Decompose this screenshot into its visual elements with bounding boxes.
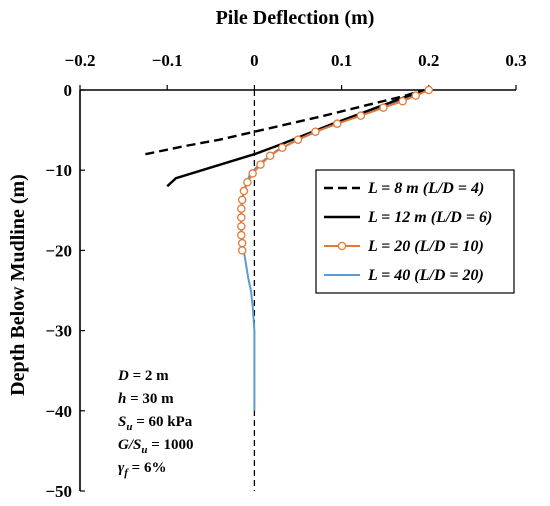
series-point-3 bbox=[265, 151, 275, 161]
series-point-3 bbox=[237, 195, 247, 205]
series-point-3 bbox=[411, 91, 420, 100]
series-point-3 bbox=[379, 103, 388, 112]
annotation-line: h = 30 m bbox=[118, 391, 174, 407]
x-tick-label: −0.1 bbox=[152, 51, 183, 70]
series-point-3 bbox=[237, 238, 247, 248]
parameter-annotation: D = 2 m h = 30 m Su = 60 kPa G/Su = 1000 γf … bbox=[117, 368, 194, 479]
y-tick-label: 0 bbox=[64, 81, 73, 100]
series-point-3 bbox=[356, 111, 366, 120]
x-axis-title: Pile Deflection (m) bbox=[216, 7, 375, 29]
legend-label: L = 12 m (L/D = 6) bbox=[367, 209, 492, 226]
legend-box bbox=[315, 169, 515, 294]
x-tick-label: 0 bbox=[250, 51, 259, 70]
legend-label: L = 40 (L/D = 20) bbox=[367, 267, 484, 284]
y-axis-title: Depth Below Mudline (m) bbox=[7, 174, 29, 396]
y-tick-label: −10 bbox=[45, 161, 72, 180]
series-point-3 bbox=[256, 160, 265, 169]
series-point-3 bbox=[239, 186, 249, 196]
series-point-3 bbox=[311, 127, 320, 136]
legend: L = 8 m (L/D = 4) L = 12 m (L/D = 6) L = 2… bbox=[315, 169, 515, 294]
series-point-3 bbox=[237, 213, 246, 222]
x-tick-label: 0.1 bbox=[331, 51, 352, 70]
y-tick-label: −20 bbox=[45, 241, 72, 260]
annotation-line: Su = 60 kPa bbox=[118, 414, 193, 433]
y-tick-label: −50 bbox=[45, 482, 72, 501]
series-point-3 bbox=[398, 96, 407, 106]
series-point-3 bbox=[237, 230, 246, 240]
annotation-line: D = 2 m bbox=[117, 368, 169, 384]
series-point-3 bbox=[237, 204, 246, 213]
series-point-3 bbox=[424, 85, 434, 95]
annotation-line: G/Su = 1000 bbox=[118, 437, 194, 456]
legend-label: L = 20 (L/D = 10) bbox=[367, 238, 484, 255]
y-tick-label: −40 bbox=[45, 402, 72, 421]
y-tick-label: −30 bbox=[45, 322, 72, 341]
series-point-3 bbox=[293, 135, 303, 144]
series-point-3 bbox=[278, 143, 287, 152]
axes: −0.2 −0.1 0 0.1 0.2 0.3 0 −10 −20 −30 −40 −50 bbox=[45, 51, 526, 501]
series-point-3 bbox=[332, 119, 342, 128]
x-tick-label: 0.2 bbox=[418, 51, 439, 70]
series-line-2 bbox=[166, 88, 428, 188]
series-point-3 bbox=[243, 177, 252, 187]
series-point-3 bbox=[237, 246, 247, 255]
x-tick-label: −0.2 bbox=[65, 51, 96, 70]
annotation-line: γf = 6% bbox=[118, 460, 166, 479]
series-point-3 bbox=[237, 222, 246, 231]
series-line-1 bbox=[145, 88, 425, 156]
legend-marker bbox=[337, 241, 347, 251]
legend-label: L = 8 m (L/D = 4) bbox=[367, 180, 484, 197]
series-point-3 bbox=[248, 169, 257, 178]
series-layer bbox=[145, 85, 434, 411]
x-tick-label: 0.3 bbox=[505, 51, 526, 70]
